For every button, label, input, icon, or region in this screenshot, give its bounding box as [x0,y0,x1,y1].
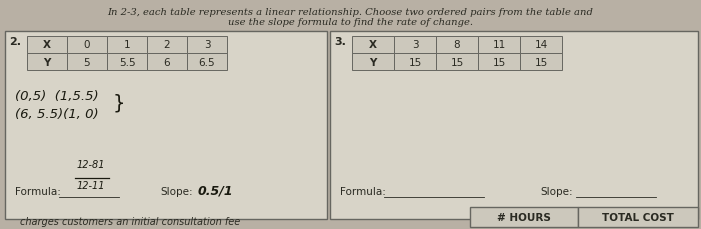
Text: 0.5/1: 0.5/1 [198,184,233,197]
Bar [478,54,520,71]
Text: 15: 15 [534,57,547,67]
Text: Y: Y [43,57,50,67]
Text: 3: 3 [204,40,210,50]
Bar [394,54,436,71]
Text: Formula:: Formula: [340,186,386,196]
Bar [330,32,698,219]
Text: 5.5: 5.5 [118,57,135,67]
Text: 8: 8 [454,40,461,50]
Text: In 2-3, each table represents a linear relationship. Choose two ordered pairs fr: In 2-3, each table represents a linear r… [107,8,593,17]
Text: 0: 0 [83,40,90,50]
Text: 15: 15 [450,57,463,67]
Bar [27,37,67,54]
Bar [5,32,327,219]
Bar [352,54,394,71]
Text: Y: Y [369,57,376,67]
Text: 12-11: 12-11 [77,180,105,190]
Text: 1: 1 [123,40,130,50]
Bar [520,54,562,71]
Text: Formula:: Formula: [15,186,61,196]
Bar [27,54,67,71]
Text: Slope:: Slope: [160,186,193,196]
Bar [578,207,698,227]
Text: 2: 2 [164,40,170,50]
Text: 6: 6 [164,57,170,67]
Bar [394,37,436,54]
Text: X: X [43,40,51,50]
Text: (0,5)  (1,5.5): (0,5) (1,5.5) [15,90,99,103]
Bar [187,37,227,54]
Text: 6.5: 6.5 [198,57,215,67]
Text: 15: 15 [492,57,505,67]
Text: Slope:: Slope: [540,186,573,196]
Text: 3: 3 [411,40,418,50]
Text: 14: 14 [534,40,547,50]
Text: }: } [113,94,125,112]
Text: 12-81: 12-81 [77,159,105,169]
Text: TOTAL COST: TOTAL COST [602,212,674,222]
Bar [352,37,394,54]
Bar [67,37,107,54]
Bar [147,37,187,54]
Bar [470,207,578,227]
Bar [436,54,478,71]
Bar [520,37,562,54]
Text: (6, 5.5)(1, 0): (6, 5.5)(1, 0) [15,108,99,120]
Bar [107,37,147,54]
Text: charges customers an initial consultation fee: charges customers an initial consultatio… [20,216,240,226]
Text: use the slope formula to find the rate of change.: use the slope formula to find the rate o… [228,18,472,27]
Text: X: X [369,40,377,50]
Text: 11: 11 [492,40,505,50]
Text: # HOURS: # HOURS [497,212,551,222]
Bar [436,37,478,54]
Text: 5: 5 [83,57,90,67]
Bar [187,54,227,71]
Text: 15: 15 [409,57,421,67]
Bar [67,54,107,71]
Bar [478,37,520,54]
Text: 2.: 2. [9,37,21,47]
Text: 3.: 3. [334,37,346,47]
Bar [147,54,187,71]
Bar [107,54,147,71]
